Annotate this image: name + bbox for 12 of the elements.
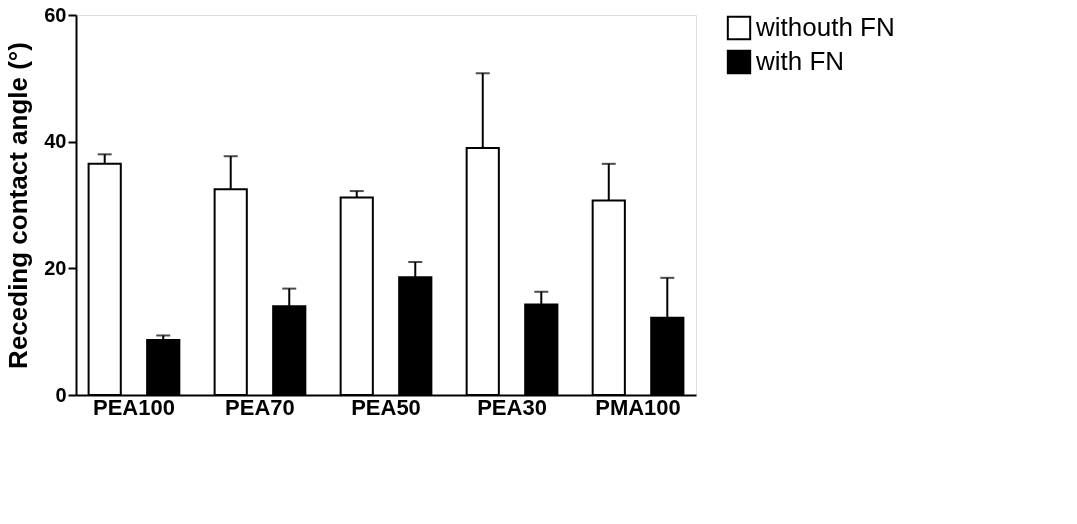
x-tick-label: PEA30	[477, 394, 547, 420]
y-tick-label: 20	[44, 256, 67, 279]
y-tick-label: 60	[44, 3, 67, 26]
x-tick-label: PEA70	[225, 394, 295, 420]
legend-label: with FN	[755, 46, 845, 76]
x-tick-label: PMA100	[595, 394, 681, 420]
legend-label: withouth FN	[755, 12, 895, 42]
x-tick-label: PEA100	[92, 394, 175, 420]
x-tick-label: PEA50	[351, 394, 421, 420]
y-tick-label: 40	[44, 130, 67, 153]
y-axis-title: Receding contact angle (°)	[3, 42, 34, 369]
y-tick-label: 0	[55, 383, 67, 406]
